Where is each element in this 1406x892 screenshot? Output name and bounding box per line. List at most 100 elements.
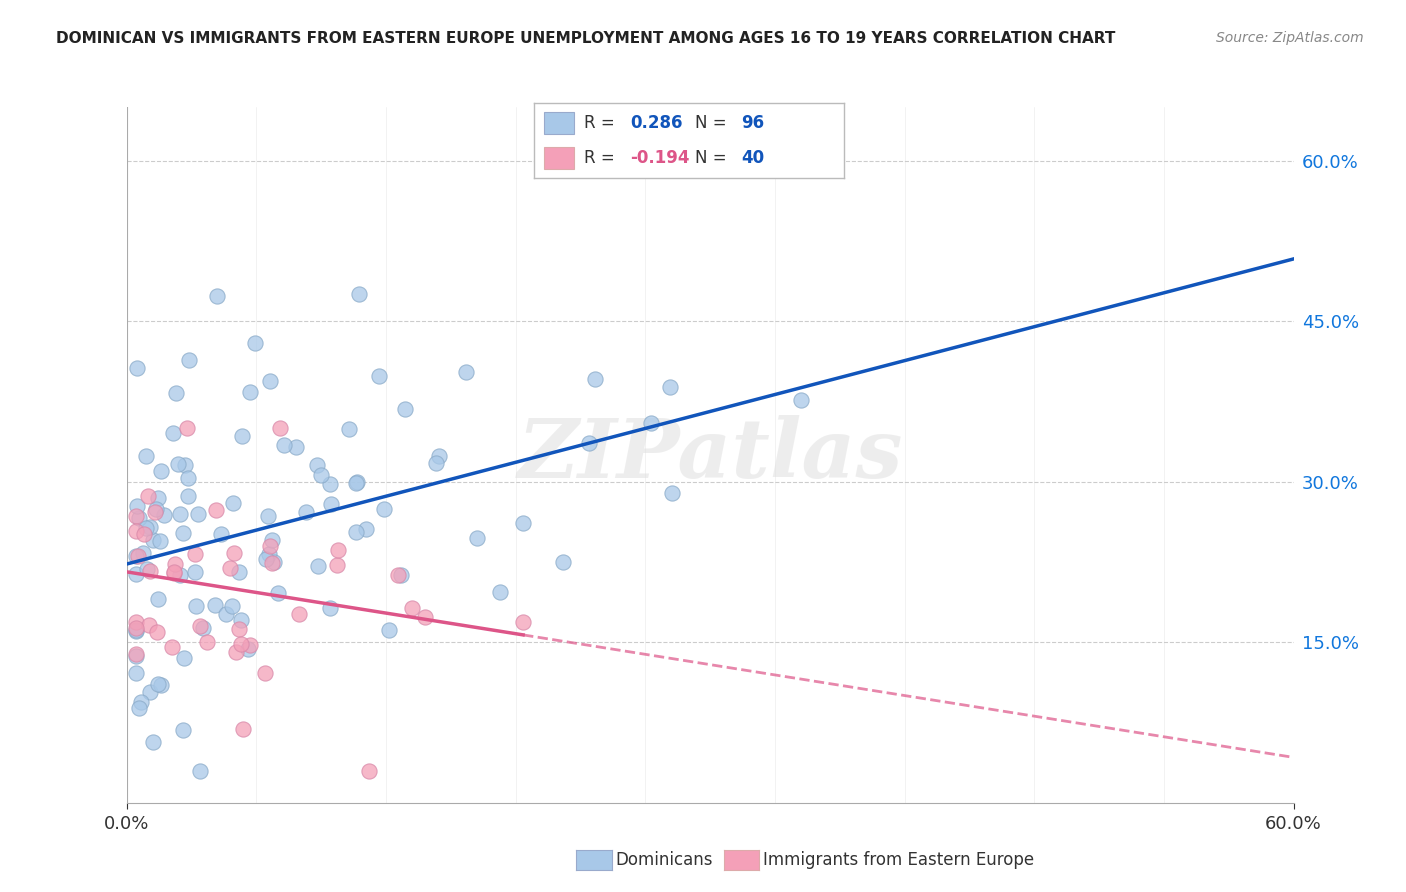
Point: [184, 565, 207, 579]
Point: [254, 552, 277, 566]
Point: [125, 524, 148, 539]
Point: [273, 438, 295, 452]
Point: [229, 637, 252, 651]
Point: [160, 640, 183, 654]
Point: [257, 508, 280, 523]
Point: [176, 421, 198, 435]
Point: [215, 607, 238, 621]
Point: [128, 511, 150, 525]
Point: [184, 547, 207, 561]
Point: [125, 508, 148, 523]
Point: [131, 546, 153, 560]
Point: [139, 685, 162, 699]
Point: [284, 440, 307, 454]
Point: [288, 607, 311, 621]
Point: [239, 385, 262, 400]
Point: [188, 619, 211, 633]
Point: [172, 526, 194, 541]
Text: 40: 40: [741, 149, 765, 167]
Point: [257, 548, 280, 562]
Point: [512, 615, 534, 630]
Point: [145, 624, 167, 639]
Point: [344, 524, 367, 539]
Point: [260, 556, 283, 570]
Point: [166, 458, 188, 472]
Point: [125, 549, 148, 563]
Point: [125, 615, 148, 630]
Point: [162, 565, 184, 579]
Point: [125, 621, 148, 635]
Point: [378, 623, 401, 637]
Point: [295, 505, 318, 519]
Point: [218, 561, 240, 575]
Point: [148, 677, 170, 691]
Point: [129, 695, 152, 709]
Point: [150, 464, 173, 478]
Point: [169, 568, 191, 582]
Text: DOMINICAN VS IMMIGRANTS FROM EASTERN EUROPE UNEMPLOYMENT AMONG AGES 16 TO 19 YEA: DOMINICAN VS IMMIGRANTS FROM EASTERN EUR…: [56, 31, 1115, 46]
Point: [373, 502, 395, 516]
Point: [172, 723, 194, 737]
Text: R =: R =: [583, 114, 620, 132]
Point: [319, 600, 342, 615]
Point: [145, 501, 167, 516]
Point: [413, 610, 436, 624]
Text: N =: N =: [695, 114, 733, 132]
Point: [238, 642, 260, 657]
Point: [318, 477, 340, 491]
Point: [209, 527, 232, 541]
Point: [139, 520, 162, 534]
Text: 96: 96: [741, 114, 765, 132]
Text: N =: N =: [695, 149, 733, 167]
Point: [346, 475, 368, 490]
Point: [328, 542, 350, 557]
Point: [259, 539, 281, 553]
Point: [132, 527, 155, 541]
Point: [188, 764, 211, 778]
Point: [163, 557, 186, 571]
Point: [186, 508, 208, 522]
Point: [135, 520, 157, 534]
Point: [357, 764, 380, 778]
Point: [267, 586, 290, 600]
Point: [195, 635, 218, 649]
Point: [125, 361, 148, 376]
Point: [389, 567, 412, 582]
Text: 0.286: 0.286: [630, 114, 683, 132]
Point: [231, 429, 253, 443]
Point: [125, 566, 148, 581]
Point: [465, 532, 488, 546]
Point: [222, 496, 245, 510]
Point: [150, 678, 173, 692]
Point: [221, 599, 243, 613]
Point: [162, 426, 184, 441]
Point: [142, 735, 165, 749]
Point: [425, 456, 447, 470]
Point: [173, 651, 195, 665]
Text: Dominicans: Dominicans: [616, 851, 713, 869]
Point: [222, 546, 245, 560]
Point: [229, 613, 252, 627]
Point: [139, 564, 162, 578]
Point: [228, 623, 250, 637]
Point: [127, 549, 149, 563]
Point: [136, 489, 159, 503]
FancyBboxPatch shape: [544, 112, 575, 135]
Point: [228, 566, 250, 580]
Point: [239, 638, 262, 652]
Point: [145, 504, 167, 518]
Point: [387, 567, 409, 582]
Point: [125, 648, 148, 663]
Point: [177, 471, 200, 485]
Point: [191, 621, 214, 635]
Point: [253, 665, 276, 680]
Point: [138, 618, 160, 632]
Point: [204, 598, 226, 612]
Point: [165, 386, 187, 401]
Text: R =: R =: [583, 149, 620, 167]
Point: [146, 592, 169, 607]
Point: [661, 485, 683, 500]
Point: [551, 555, 574, 569]
Point: [583, 372, 606, 386]
Point: [512, 516, 534, 530]
